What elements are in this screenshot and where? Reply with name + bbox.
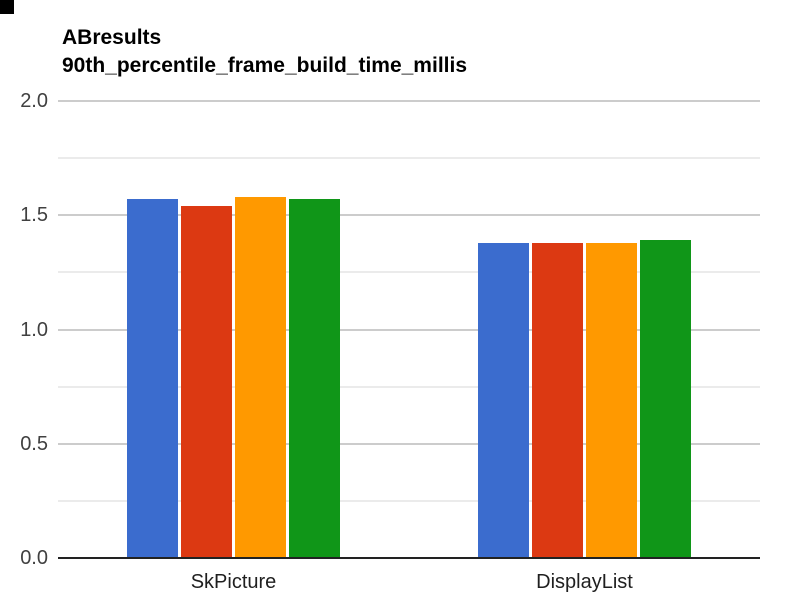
- bar-SkPicture-series-red: [181, 206, 232, 558]
- minor-gridline: [58, 271, 760, 274]
- bar-SkPicture-series-green: [289, 199, 340, 558]
- bar-SkPicture-series-orange: [235, 196, 286, 558]
- minor-gridline: [58, 499, 760, 502]
- major-gridline: [58, 214, 760, 217]
- minor-gridline: [58, 385, 760, 388]
- y-tick-label: 1.5: [20, 204, 48, 227]
- x-axis-line: [58, 557, 760, 559]
- chart-title: ABresults 90th_percentile_frame_build_ti…: [62, 24, 467, 80]
- x-category-label: DisplayList: [536, 571, 633, 593]
- bar-DisplayList-series-green: [640, 240, 691, 558]
- major-gridline: [58, 100, 760, 102]
- chart-title-line2: 90th_percentile_frame_build_time_millis: [62, 54, 467, 77]
- bar-DisplayList-series-blue: [478, 242, 529, 558]
- bar-DisplayList-series-red: [532, 242, 583, 558]
- y-tick-label: 0.5: [20, 432, 48, 455]
- bar-SkPicture-series-blue: [127, 199, 178, 558]
- y-tick-label: 0.0: [20, 547, 48, 569]
- bar-DisplayList-series-orange: [586, 242, 637, 558]
- major-gridline: [58, 328, 760, 331]
- major-gridline: [58, 442, 760, 445]
- corner-mark: [0, 0, 14, 14]
- y-tick-label: 1.0: [20, 318, 48, 341]
- chart-title-line1: ABresults: [62, 26, 162, 49]
- minor-gridline: [58, 157, 760, 160]
- x-category-label: SkPicture: [190, 571, 277, 593]
- y-tick-label: 2.0: [20, 90, 48, 112]
